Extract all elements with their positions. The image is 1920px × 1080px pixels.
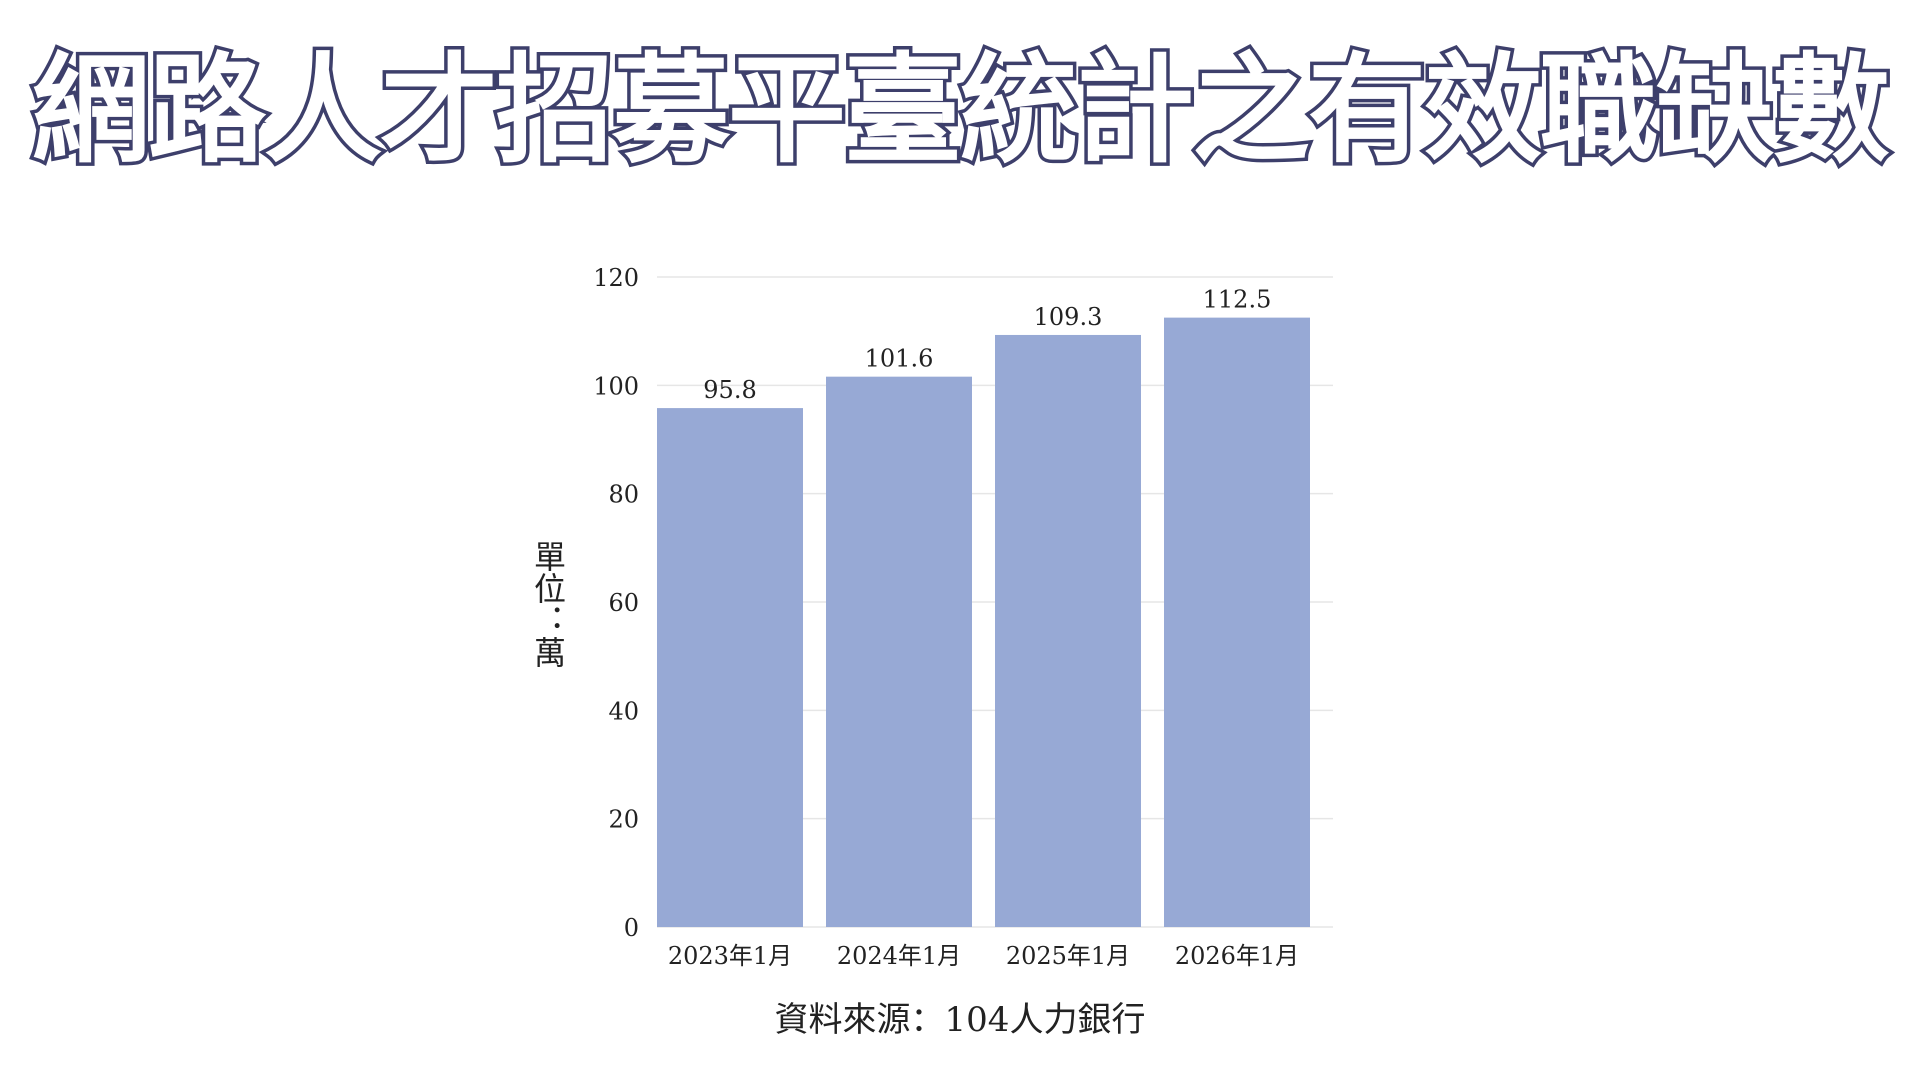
page-title: 網路人才招募平臺統計之有效職缺數 — [28, 37, 1893, 183]
bar — [657, 408, 803, 927]
source-note: 資料來源：104人力銀行 — [774, 1000, 1146, 1040]
data-label: 95.8 — [703, 376, 756, 404]
y-tick-label: 80 — [608, 481, 639, 509]
data-label: 112.5 — [1203, 286, 1272, 314]
x-tick-label: 2024年1月 — [837, 942, 961, 970]
y-tick-label: 40 — [608, 697, 639, 725]
y-tick-label: 120 — [593, 264, 639, 292]
y-tick-label: 0 — [624, 914, 639, 942]
bar — [995, 334, 1141, 927]
y-tick-label: 60 — [608, 589, 639, 617]
x-tick-label: 2025年1月 — [1006, 942, 1130, 970]
bar — [1164, 317, 1310, 927]
data-label: 101.6 — [865, 345, 934, 373]
y-axis-ticks: 0 20 40 60 80 100 120 — [593, 264, 639, 942]
bars — [657, 317, 1310, 928]
bar — [826, 376, 972, 928]
y-tick-label: 20 — [608, 806, 639, 834]
data-labels: 95.8 101.6 109.3 112.5 — [703, 286, 1271, 404]
x-tick-label: 2026年1月 — [1175, 942, 1299, 970]
data-label: 109.3 — [1034, 303, 1103, 331]
y-axis-label: 單位：萬 — [529, 540, 567, 668]
x-axis-ticks: 2023年1月 2024年1月 2025年1月 2026年1月 — [668, 942, 1299, 970]
y-tick-label: 100 — [593, 372, 639, 400]
x-tick-label: 2023年1月 — [668, 942, 792, 970]
